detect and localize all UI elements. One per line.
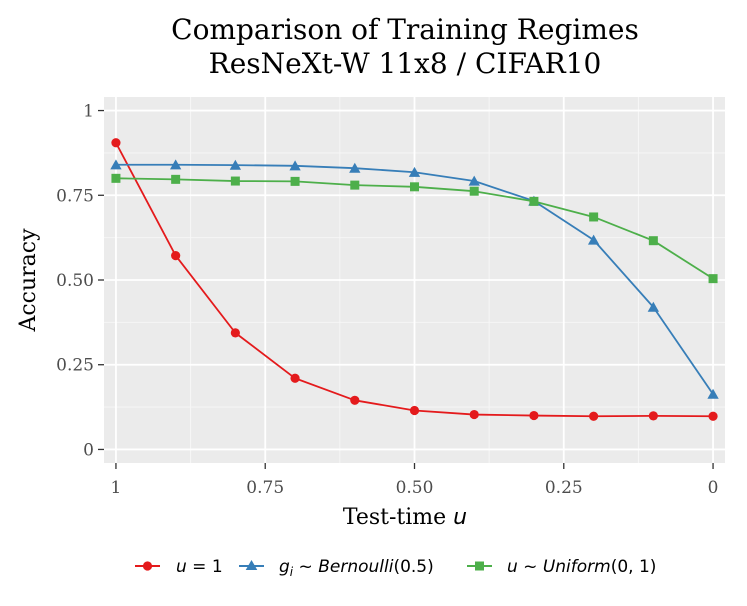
- x-tick-label: 0.50: [396, 478, 434, 498]
- x-axis-title: Test-time u: [343, 505, 467, 530]
- legend-item-uniform: u ~ Uniform(0, 1): [467, 557, 656, 577]
- series-3-point: [230, 176, 240, 186]
- legend-label-2: gi ~ Bernoulli(0.5): [279, 557, 434, 579]
- legend-item-bernoulli: gi ~ Bernoulli(0.5): [239, 557, 434, 579]
- x-tick-label: 0.75: [246, 478, 284, 498]
- legend-item-u-equals-1: u = 1: [135, 557, 223, 577]
- x-axis-title-variable: u: [453, 505, 467, 530]
- axis-ticks: 0 0.25 0.50 0.75 1 1 0.75 0.50 0.25 0: [56, 102, 718, 498]
- legend-label-3: u ~ Uniform(0, 1): [507, 557, 656, 577]
- y-tick-label: 0: [83, 440, 94, 460]
- series-2-point: [349, 162, 361, 173]
- series-1-point: [469, 409, 479, 420]
- series-2-point: [169, 159, 182, 170]
- series-1-point: [529, 410, 539, 421]
- y-tick-label: 0.25: [56, 356, 94, 376]
- series-3-point: [111, 173, 121, 183]
- series-3-point: [469, 186, 479, 196]
- series-1-point: [171, 251, 181, 261]
- chart-title-line-1: Comparison of Training Regimes: [171, 13, 639, 46]
- series-3-point: [350, 180, 360, 190]
- y-tick-label: 1: [83, 102, 94, 122]
- x-tick-label: 0.25: [545, 478, 583, 498]
- series-3-point: [529, 196, 539, 206]
- series-2-point: [468, 175, 480, 186]
- chart-title-line-2: ResNeXt-W 11x8 / CIFAR10: [209, 47, 602, 80]
- series-2-point: [289, 160, 301, 171]
- legend-label-1: u = 1: [176, 557, 223, 577]
- series-2-point: [229, 159, 242, 170]
- series-layer: [110, 138, 719, 421]
- series-1-point: [648, 411, 658, 421]
- series-1-point: [409, 405, 420, 416]
- series-1-point: [290, 373, 300, 383]
- series-2-point: [587, 234, 600, 245]
- series-3-point: [708, 274, 718, 284]
- series-1-point: [708, 411, 718, 421]
- series-2-point: [110, 159, 122, 170]
- series-1-point: [350, 395, 360, 405]
- series-3-point: [648, 236, 658, 246]
- series-1-point: [111, 138, 121, 148]
- x-tick-label: 0: [708, 478, 719, 498]
- x-tick-label: 1: [111, 478, 122, 498]
- y-axis-title: Accuracy: [16, 228, 41, 333]
- legend-key-marker-1: [142, 561, 153, 571]
- series-3-point: [410, 182, 419, 192]
- y-tick-label: 0.50: [56, 271, 94, 291]
- legend-key-marker-2: [245, 560, 258, 570]
- series-1-point: [589, 411, 599, 421]
- series-1-point: [230, 328, 240, 338]
- x-axis-title-text: Test-time: [343, 505, 453, 530]
- y-tick-label: 0.75: [56, 186, 94, 206]
- series-2-point: [707, 388, 719, 399]
- grid-lines: [104, 97, 725, 463]
- series-3-point: [290, 176, 300, 186]
- series-2-point: [647, 301, 660, 312]
- series-2-point: [408, 166, 421, 177]
- legend: u = 1 gi ~ Bernoulli(0.5) u ~ Uniform(0,…: [135, 557, 656, 579]
- series-3-point: [589, 212, 599, 222]
- legend-key-marker-3: [475, 561, 484, 571]
- series-3-point: [171, 174, 181, 184]
